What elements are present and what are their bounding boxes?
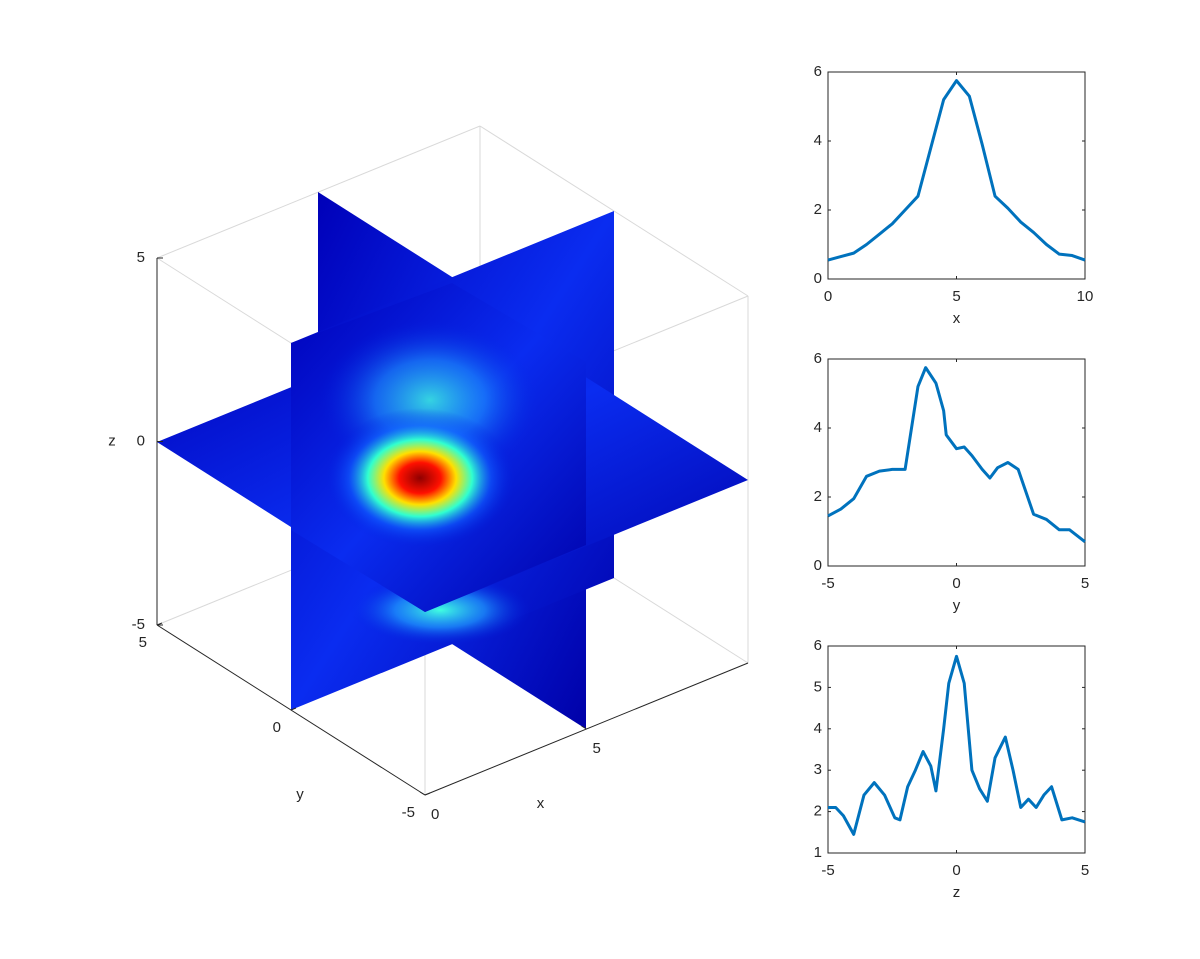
y-tick-label: 3 bbox=[814, 761, 822, 778]
y-tick-label: 0 bbox=[814, 557, 822, 574]
z-tick-label: 5 bbox=[137, 249, 145, 266]
x-tick-label: 0 bbox=[824, 288, 832, 305]
y-tick-label: 5 bbox=[139, 634, 147, 651]
y-tick bbox=[290, 707, 297, 711]
slice-planes bbox=[157, 192, 748, 729]
x-tick-label: 10 bbox=[1077, 288, 1094, 305]
x-axis-label: z bbox=[953, 884, 961, 901]
x-tick-label: 0 bbox=[952, 575, 960, 592]
z-tick-label: 0 bbox=[137, 432, 145, 449]
x-tick-label: 5 bbox=[593, 740, 601, 757]
y-tick bbox=[424, 792, 431, 796]
y-tick-label: 6 bbox=[814, 637, 822, 654]
y-tick-label: 4 bbox=[814, 419, 822, 436]
slice-hotspot bbox=[325, 408, 515, 548]
x-tick bbox=[419, 791, 426, 796]
y-axis-label: y bbox=[296, 786, 304, 803]
y-tick-label: 6 bbox=[814, 63, 822, 80]
x-tick-label: 5 bbox=[1081, 862, 1089, 879]
y-tick-label: 1 bbox=[814, 844, 822, 861]
x-axis-label: x bbox=[953, 310, 961, 327]
y-tick-label: 2 bbox=[814, 803, 822, 820]
line-series bbox=[828, 654, 1086, 836]
plot-box bbox=[827, 358, 1086, 567]
plot-box bbox=[827, 71, 1086, 280]
z-axis-label: z bbox=[108, 432, 116, 449]
y-tick-label: 4 bbox=[814, 720, 822, 737]
y-tick-label: -5 bbox=[402, 804, 415, 821]
x-tick-label: 0 bbox=[952, 862, 960, 879]
x-tick-label: 5 bbox=[952, 288, 960, 305]
y-tick-label: 2 bbox=[814, 488, 822, 505]
y-tick-label: 4 bbox=[814, 132, 822, 149]
line-series bbox=[827, 79, 1086, 262]
x-tick-label: 0 bbox=[431, 806, 439, 823]
z-tick-label: -5 bbox=[132, 616, 145, 633]
x-axis-label: x bbox=[537, 795, 545, 812]
plot-box bbox=[827, 645, 1086, 854]
y-tick-label: 6 bbox=[814, 350, 822, 367]
line-series bbox=[827, 366, 1086, 544]
y-tick-label: 5 bbox=[814, 678, 822, 695]
x-tick-label: 5 bbox=[1081, 575, 1089, 592]
x-tick-label: -5 bbox=[821, 575, 834, 592]
y-tick-label: 0 bbox=[273, 719, 281, 736]
box-edge bbox=[156, 125, 481, 259]
y-tick-label: 0 bbox=[814, 270, 822, 287]
y-tick-label: 2 bbox=[814, 201, 822, 218]
x-axis-label: y bbox=[953, 597, 961, 614]
x-tick-label: -5 bbox=[821, 862, 834, 879]
x-tick bbox=[581, 725, 587, 730]
